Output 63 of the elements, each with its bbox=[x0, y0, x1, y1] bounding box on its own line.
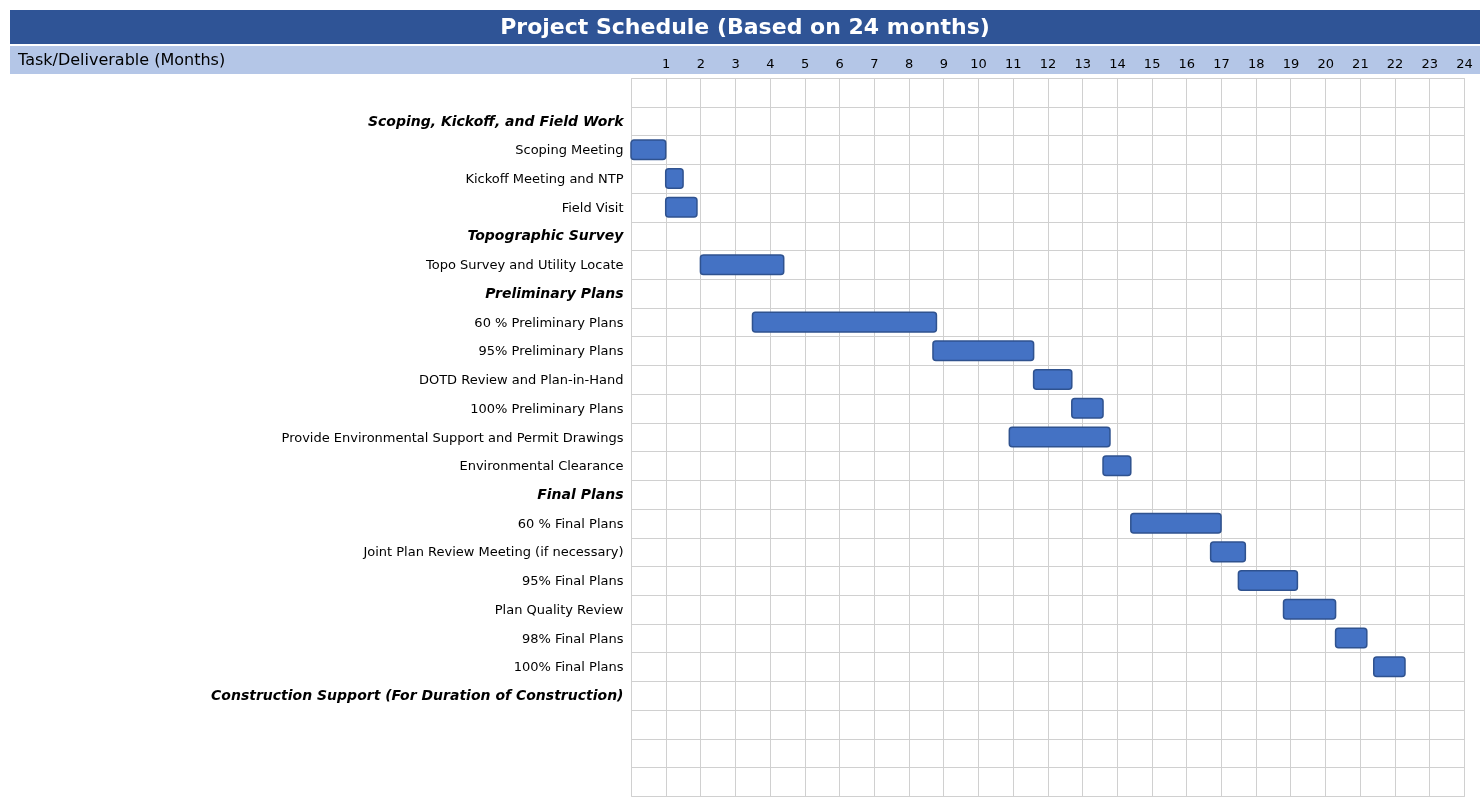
y-tick-label: Field Visit bbox=[561, 199, 624, 215]
x-tick-label: 11 bbox=[1005, 55, 1022, 71]
x-tick-label: 24 bbox=[1456, 55, 1473, 71]
bar bbox=[1071, 397, 1104, 419]
chart-title: Project Schedule (Based on 24 months) bbox=[10, 10, 1480, 44]
bar bbox=[1008, 426, 1111, 448]
y-tick-label: Joint Plan Review Meeting (if necessary) bbox=[362, 544, 624, 560]
y-tick-label: Topo Survey and Utility Locate bbox=[424, 257, 624, 273]
x-tick-label: 10 bbox=[970, 55, 987, 71]
x-tick-label: 9 bbox=[939, 55, 949, 71]
y-tick-label: Environmental Clearance bbox=[459, 458, 624, 474]
x-tick-label: 5 bbox=[800, 55, 810, 71]
bar bbox=[1334, 627, 1368, 649]
x-tick-label: 12 bbox=[1039, 55, 1057, 71]
y-tick-label: DOTD Review and Plan-in-Hand bbox=[418, 372, 624, 388]
bar bbox=[699, 254, 785, 276]
bar bbox=[932, 340, 1035, 362]
bar bbox=[630, 139, 667, 161]
x-tick-label: 4 bbox=[766, 55, 775, 71]
x-tick-label: 8 bbox=[905, 55, 914, 71]
bar bbox=[1282, 598, 1337, 620]
text: Task/Deliverable (Months) bbox=[18, 50, 226, 69]
x-tick-label: 22 bbox=[1386, 55, 1404, 71]
x-tick-label: 19 bbox=[1282, 55, 1300, 71]
bar bbox=[1373, 656, 1406, 678]
x-tick-label: 13 bbox=[1074, 55, 1091, 71]
x-tick-label: 21 bbox=[1352, 55, 1369, 71]
y-tick-label: 100% Preliminary Plans bbox=[470, 400, 624, 416]
x-tick-label: 20 bbox=[1317, 55, 1334, 71]
x-tick-label: 15 bbox=[1143, 55, 1161, 71]
x-tick-label: 18 bbox=[1247, 55, 1265, 71]
y-tick-label: Topographic Survey bbox=[467, 227, 625, 244]
x-tick-label: 2 bbox=[696, 55, 706, 71]
y-tick-label: 100% Final Plans bbox=[513, 659, 624, 675]
bar bbox=[664, 168, 684, 190]
bar bbox=[751, 311, 938, 333]
y-tick-label: Construction Support (For Duration of Construction) bbox=[211, 686, 624, 703]
x-tick-label: 1 bbox=[662, 55, 671, 71]
bar bbox=[1102, 455, 1132, 477]
x-tick-label: 16 bbox=[1178, 55, 1196, 71]
x-tick-label: 17 bbox=[1213, 55, 1230, 71]
y-tick-label: Scoping, Kickoff, and Field Work bbox=[367, 112, 626, 129]
y-tick-label: 98% Final Plans bbox=[521, 630, 624, 646]
y-tick-label: 95% Final Plans bbox=[521, 573, 624, 589]
bar bbox=[664, 196, 698, 218]
bar bbox=[1032, 369, 1073, 391]
y-tick-label: Provide Environmental Support and Permit Drawings bbox=[281, 429, 624, 445]
x-tick-label: 14 bbox=[1109, 55, 1126, 71]
y-tick-label: Preliminary Plans bbox=[485, 284, 624, 301]
bar bbox=[1130, 512, 1222, 534]
bar bbox=[1237, 570, 1299, 592]
x-tick-label: 6 bbox=[835, 55, 844, 71]
bar bbox=[1209, 541, 1247, 563]
x-tick-label: 23 bbox=[1421, 55, 1439, 71]
y-tick-label: Plan Quality Review bbox=[494, 601, 624, 617]
y-tick-label: 60 % Final Plans bbox=[517, 515, 624, 531]
y-tick-label: Scoping Meeting bbox=[515, 142, 624, 158]
y-tick-label: Kickoff Meeting and NTP bbox=[465, 171, 624, 187]
y-tick-label: 60 % Preliminary Plans bbox=[474, 314, 624, 330]
y-tick-label: Final Plans bbox=[537, 485, 624, 502]
x-tick-label: 3 bbox=[731, 55, 740, 71]
x-tick-label: 7 bbox=[870, 55, 879, 71]
y-tick-label: 95% Preliminary Plans bbox=[478, 343, 624, 359]
